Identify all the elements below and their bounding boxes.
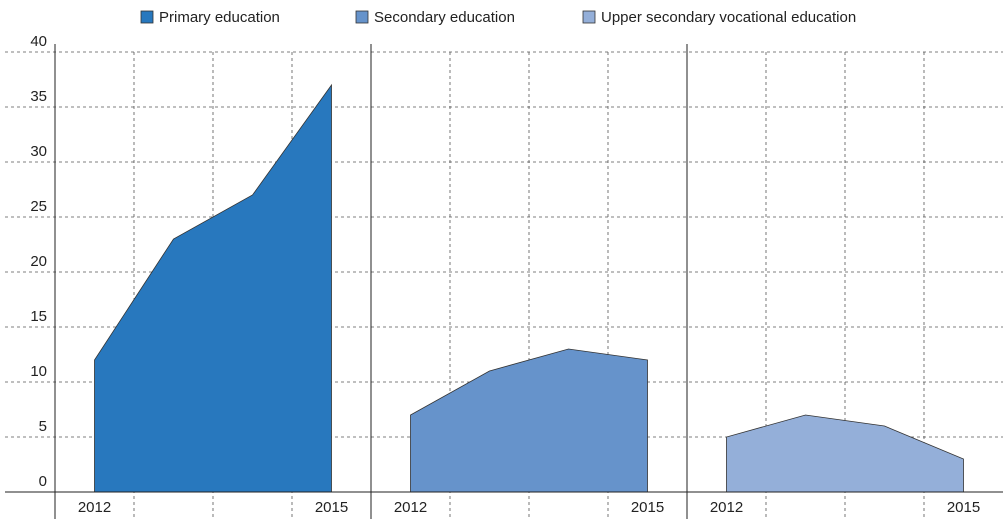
x-tick-label: 2015 [631, 499, 664, 516]
legend-swatch [140, 10, 154, 24]
y-tick-label: 15 [30, 308, 47, 325]
y-tick-label: 5 [39, 418, 47, 435]
legend-label: Upper secondary vocational education [601, 9, 856, 26]
y-tick-label: 35 [30, 88, 47, 105]
legend-label: Secondary education [374, 9, 515, 26]
y-tick-label: 0 [39, 473, 47, 490]
y-tick-label: 20 [30, 253, 47, 270]
y-tick-label: 30 [30, 143, 47, 160]
area [94, 83, 332, 493]
x-tick-label: 2012 [78, 499, 111, 516]
legend-swatch [355, 10, 369, 24]
x-tick-label: 2015 [315, 499, 348, 516]
x-tick-label: 2012 [710, 499, 743, 516]
y-tick-label: 40 [30, 33, 47, 50]
y-tick-label: 10 [30, 363, 47, 380]
legend-label: Primary education [159, 9, 280, 26]
x-tick-label: 2015 [947, 499, 980, 516]
x-tick-label: 2012 [394, 499, 427, 516]
legend-swatch [582, 10, 596, 24]
y-tick-label: 25 [30, 198, 47, 215]
area [410, 348, 648, 493]
area [726, 414, 964, 493]
